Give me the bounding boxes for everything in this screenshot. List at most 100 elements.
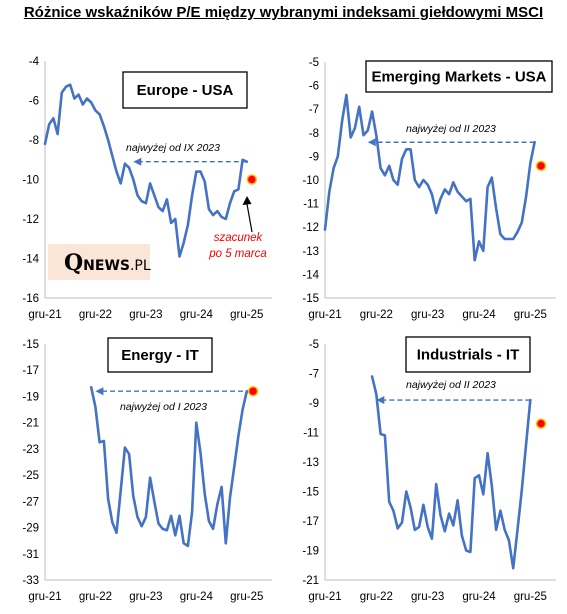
chart-svg: -5 -6 -7 -8 -9 -10 -11 -12 -13 -14 -15 gru-21 gru-22… xyxy=(302,57,556,321)
chart-title-border xyxy=(405,336,531,373)
estimate-note: szacunek xyxy=(214,232,264,244)
x-tick-label: gru-21 xyxy=(308,309,341,321)
logo-background xyxy=(48,244,150,280)
chart-title-border xyxy=(365,60,553,93)
y-tick-label: -23 xyxy=(22,444,39,456)
x-tick-label: gru-24 xyxy=(462,309,496,321)
y-tick-label: -5 xyxy=(309,339,319,351)
y-tick-label: -5 xyxy=(309,57,319,69)
chart-title: Energy - IT xyxy=(121,347,199,364)
y-tick-label: -19 xyxy=(22,391,39,403)
x-tick-label: gru-23 xyxy=(129,591,162,603)
y-tick-label: -6 xyxy=(309,81,319,93)
x-tick-label: gru-22 xyxy=(360,309,393,321)
y-tick-label: -6 xyxy=(29,96,39,108)
note-arrowhead xyxy=(242,196,252,205)
note-arrow xyxy=(246,203,253,233)
y-tick-label: -8 xyxy=(309,128,319,140)
y-tick-label: -4 xyxy=(29,56,40,68)
x-tick-label: gru-21 xyxy=(308,591,341,603)
y-tick-label: -7 xyxy=(309,369,319,381)
x-tick-label: gru-25 xyxy=(514,591,547,603)
x-tick-label: gru-22 xyxy=(360,591,393,603)
y-tick-label: -31 xyxy=(22,549,39,561)
y-tick-label: -16 xyxy=(22,293,39,305)
chart-title-border xyxy=(122,71,248,109)
estimate-point xyxy=(535,418,547,429)
reference-label: najwyżej od II 2023 xyxy=(406,379,496,391)
series-line xyxy=(323,93,536,262)
y-tick-label: -8 xyxy=(29,135,39,147)
x-tick-label: gru-23 xyxy=(411,591,444,603)
y-tick-label: -13 xyxy=(302,457,319,469)
chart-svg: -5 -7 -9 -11 -13 -15 -17 -19 -21 gru-21 gru-22 gru-… xyxy=(302,336,556,603)
y-tick-label: -29 xyxy=(22,523,39,535)
y-tick-label: -9 xyxy=(309,398,319,410)
y-tick-label: -15 xyxy=(22,339,39,351)
chart-title-box: Energy - IT xyxy=(107,337,213,373)
chart-title-box: Emerging Markets - USA xyxy=(365,60,553,93)
chart-title-box: Europe - USA xyxy=(122,71,248,109)
chart-title: Industrials - IT xyxy=(417,347,520,364)
panel-industrials-it: -5 -7 -9 -11 -13 -15 -17 -19 -21 gru-21 gru-22 gru-… xyxy=(288,326,559,612)
reference-arrowhead xyxy=(95,387,104,396)
x-tick-label: gru-23 xyxy=(411,309,444,321)
estimate-point xyxy=(247,385,259,397)
reference-arrowhead xyxy=(367,138,376,147)
chart-title-border xyxy=(107,337,213,373)
estimate-point xyxy=(246,174,258,185)
series-line xyxy=(89,385,253,548)
qnews-logo: QNEWS.PL xyxy=(48,244,151,280)
x-tick-label: gru-25 xyxy=(230,591,263,603)
y-tick-label: -14 xyxy=(22,254,39,266)
x-tick-label: gru-21 xyxy=(28,309,61,321)
x-tick-label: gru-22 xyxy=(79,591,112,603)
y-tick-label: -9 xyxy=(309,151,319,163)
y-tick-label: -10 xyxy=(302,175,319,187)
logo-name: NEWS xyxy=(83,258,130,274)
y-tick-label: -21 xyxy=(302,575,319,587)
chart-title-box: Industrials - IT xyxy=(405,336,531,373)
y-tick-label: -14 xyxy=(302,269,319,281)
panel-energy-it: -15 -17 -19 -21 -23 -25 -27 -29 -31 -33 gru-21 gru-… xyxy=(8,326,275,612)
logo-suffix: .PL xyxy=(130,258,151,274)
x-tick-label: gru-22 xyxy=(79,309,112,321)
panel-emerging-markets-usa: -5 -6 -7 -8 -9 -10 -11 -12 -13 -14 -15 gru-21 gru-22… xyxy=(288,44,559,326)
x-tick-label: gru-23 xyxy=(129,309,162,321)
series-line xyxy=(43,83,249,258)
reference-label: najwyżej od II 2023 xyxy=(406,123,496,135)
y-tick-label: -10 xyxy=(22,175,39,187)
y-tick-label: -7 xyxy=(309,104,319,116)
y-tick-label: -25 xyxy=(22,470,39,482)
x-tick-label: gru-24 xyxy=(180,309,214,321)
x-tick-label: gru-24 xyxy=(462,591,496,603)
chart-title: Emerging Markets - USA xyxy=(371,69,546,86)
y-tick-label: -15 xyxy=(302,487,319,499)
reference-label: najwyżej od I 2023 xyxy=(120,401,207,413)
y-tick-label: -33 xyxy=(22,575,39,587)
x-tick-label: gru-25 xyxy=(230,309,263,321)
panel-europe-usa: -4 -6 -8 -10 -12 -14 -16 gru-21 gru-22 gru-23 gru-… xyxy=(8,44,275,326)
logo-q: Q xyxy=(64,250,83,276)
y-tick-label: -21 xyxy=(22,418,39,430)
chart-svg: -4 -6 -8 -10 -12 -14 -16 gru-21 gru-22 gru-23 gru-… xyxy=(22,56,272,321)
x-tick-label: gru-25 xyxy=(514,309,547,321)
y-tick-label: -12 xyxy=(22,214,39,226)
y-tick-label: -11 xyxy=(303,199,319,211)
chart-title: Europe - USA xyxy=(137,82,234,99)
chart-svg: -15 -17 -19 -21 -23 -25 -27 -29 -31 -33 gru-21 gru-… xyxy=(22,337,272,603)
reference-label: najwyżej od IX 2023 xyxy=(126,142,220,154)
y-tick-label: -11 xyxy=(303,428,319,440)
y-tick-label: -13 xyxy=(302,246,319,258)
estimate-note: po 5 marca xyxy=(208,248,267,260)
logo-text: QNEWS.PL xyxy=(64,250,151,276)
reference-arrowhead xyxy=(376,396,385,405)
main-title: Różnice wskaźników P/E między wybranymi … xyxy=(23,4,544,21)
reference-arrowhead xyxy=(133,157,142,166)
y-tick-label: -17 xyxy=(302,516,319,528)
x-tick-label: gru-24 xyxy=(180,591,214,603)
estimate-point xyxy=(535,160,547,172)
y-tick-label: -17 xyxy=(22,365,39,377)
series-line xyxy=(370,375,532,570)
y-tick-label: -27 xyxy=(22,496,39,508)
